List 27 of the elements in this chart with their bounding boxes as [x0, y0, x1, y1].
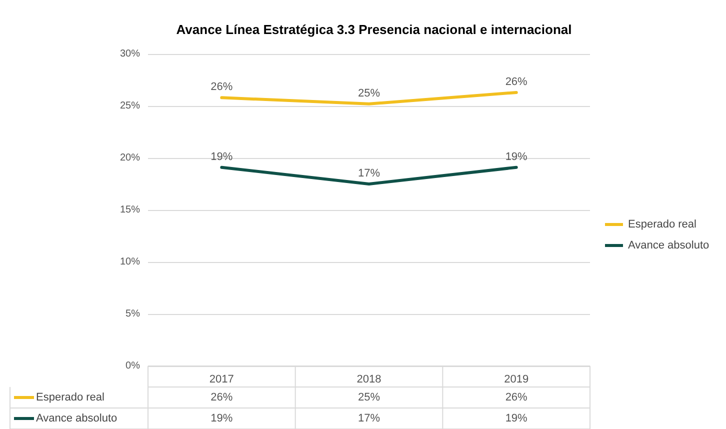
data-label: 26% — [505, 392, 528, 404]
y-tick-label: 15% — [120, 204, 140, 216]
chart-title: Avance Línea Estratégica 3.3 Presencia nacional e internacional — [176, 22, 572, 37]
text: Esperado real — [36, 392, 104, 404]
y-tick-label: 20% — [120, 152, 140, 164]
x-tick-label: 2017 — [209, 374, 234, 386]
legend-label: Avance absoluto — [628, 240, 710, 252]
legend-label: Esperado real — [628, 218, 696, 230]
x-tick-label: 2019 — [504, 374, 529, 386]
text: Avance absoluto — [36, 412, 118, 424]
x-tick-label: 2018 — [356, 374, 382, 386]
y-tick-label: 25% — [120, 100, 140, 112]
data-label: 19% — [505, 412, 528, 424]
y-tick-label: 5% — [126, 308, 140, 320]
text: 19% — [505, 150, 528, 163]
text: 19% — [210, 150, 233, 163]
data-label: 25% — [358, 392, 380, 404]
data-label: 19% — [210, 412, 233, 424]
text: 25% — [358, 87, 380, 100]
text: 26% — [210, 81, 233, 94]
data-label: 17% — [358, 412, 380, 424]
y-tick-label: 0% — [126, 360, 140, 372]
y-tick-label: 10% — [120, 256, 140, 268]
y-tick-label: 30% — [120, 48, 140, 60]
text: 26% — [505, 76, 528, 88]
data-label: 26% — [210, 392, 233, 404]
text: 17% — [358, 168, 380, 180]
